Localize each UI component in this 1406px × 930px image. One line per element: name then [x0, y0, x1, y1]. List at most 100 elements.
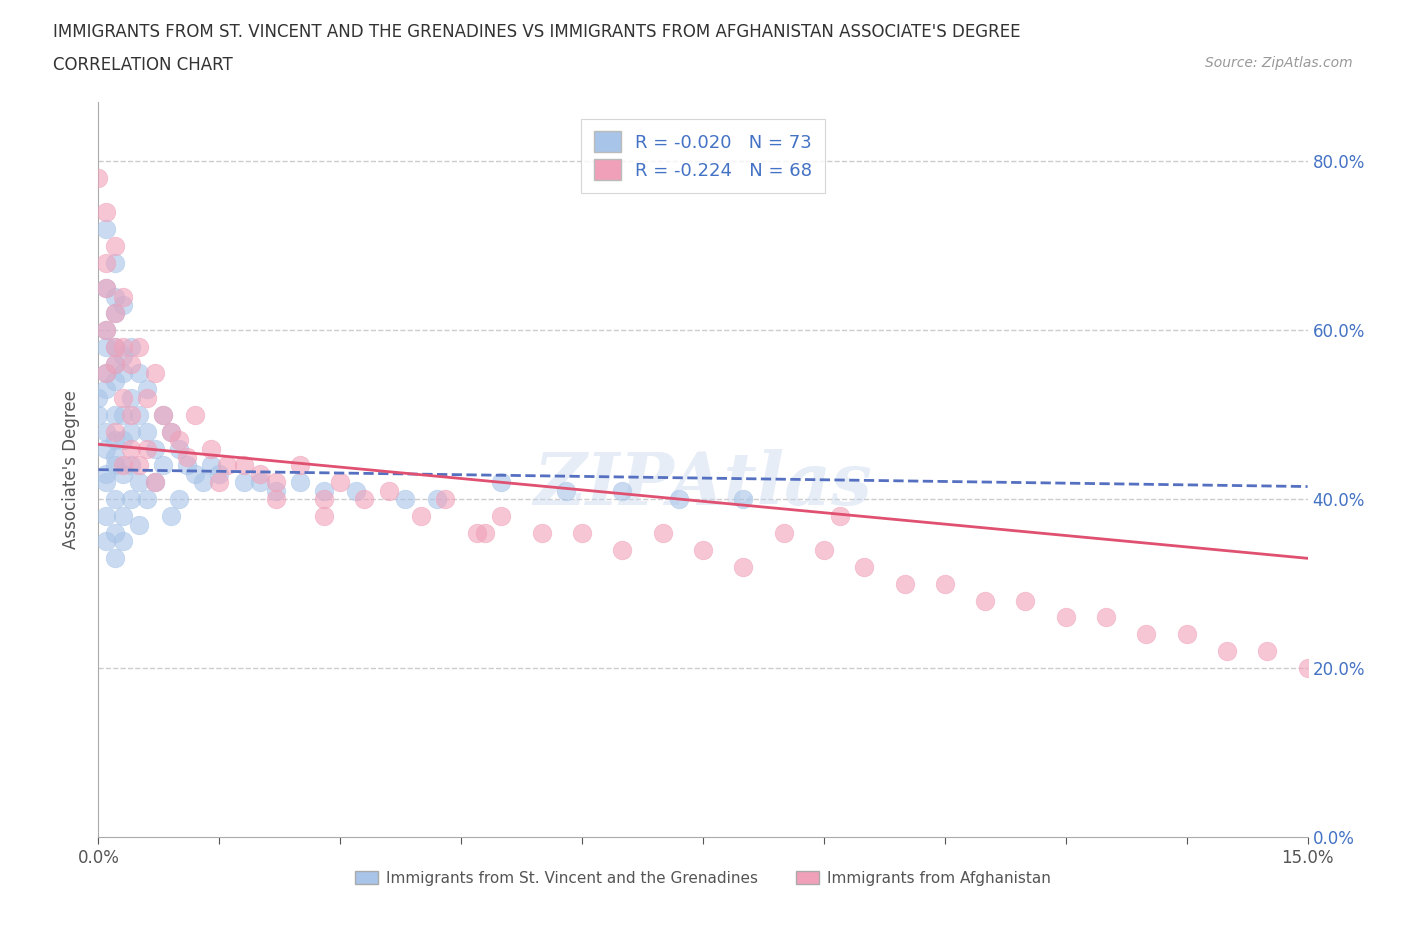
Point [394, 492, 416, 507]
Point [103, 458, 125, 472]
Point [103, 374, 125, 389]
Point [87, 391, 110, 405]
Point [120, 356, 142, 371]
Point [288, 475, 311, 490]
Point [96, 256, 118, 271]
Point [200, 441, 222, 456]
Point [692, 542, 714, 557]
Point [491, 509, 513, 524]
Point [329, 475, 352, 490]
Point [1054, 610, 1077, 625]
Text: IMMIGRANTS FROM ST. VINCENT AND THE GRENADINES VS IMMIGRANTS FROM AFGHANISTAN AS: IMMIGRANTS FROM ST. VINCENT AND THE GREN… [53, 23, 1021, 41]
Point [135, 382, 157, 397]
Point [264, 484, 287, 498]
Point [1175, 627, 1198, 642]
Point [103, 525, 125, 540]
Point [135, 391, 157, 405]
Point [111, 458, 134, 472]
Point [184, 467, 207, 482]
Point [491, 475, 513, 490]
Point [288, 458, 311, 472]
Point [143, 441, 166, 456]
Point [96, 339, 118, 354]
Point [120, 391, 142, 405]
Point [733, 559, 755, 574]
Point [377, 484, 399, 498]
Point [128, 407, 150, 422]
Legend: Immigrants from St. Vincent and the Grenadines, Immigrants from Afghanistan: Immigrants from St. Vincent and the Gren… [349, 865, 1057, 892]
Point [111, 365, 134, 380]
Point [232, 458, 254, 472]
Point [96, 441, 118, 456]
Point [96, 323, 118, 338]
Point [96, 365, 118, 380]
Point [111, 509, 134, 524]
Point [217, 458, 239, 472]
Point [103, 339, 125, 354]
Point [128, 365, 150, 380]
Point [96, 205, 118, 219]
Point [160, 424, 183, 439]
Point [200, 458, 222, 472]
Point [120, 492, 142, 507]
Point [128, 517, 150, 532]
Point [143, 475, 166, 490]
Point [612, 484, 634, 498]
Point [184, 407, 207, 422]
Point [264, 492, 287, 507]
Point [96, 365, 118, 380]
Point [103, 339, 125, 354]
Point [1256, 644, 1278, 658]
Point [103, 289, 125, 304]
Point [249, 475, 271, 490]
Y-axis label: Associate's Degree: Associate's Degree [62, 391, 80, 549]
Point [813, 542, 835, 557]
Point [668, 492, 690, 507]
Point [893, 577, 915, 591]
Point [128, 458, 150, 472]
Point [232, 475, 254, 490]
Point [974, 593, 997, 608]
Point [111, 432, 134, 447]
Point [135, 441, 157, 456]
Point [934, 577, 956, 591]
Point [314, 509, 336, 524]
Point [193, 475, 215, 490]
Point [160, 424, 183, 439]
Point [120, 424, 142, 439]
Point [87, 171, 110, 186]
Point [1296, 660, 1319, 675]
Point [208, 467, 231, 482]
Point [1135, 627, 1157, 642]
Point [176, 458, 198, 472]
Point [103, 238, 125, 253]
Point [103, 449, 125, 464]
Point [103, 306, 125, 321]
Point [143, 475, 166, 490]
Point [103, 306, 125, 321]
Point [143, 365, 166, 380]
Point [426, 492, 449, 507]
Point [264, 475, 287, 490]
Point [96, 467, 118, 482]
Point [772, 525, 794, 540]
Point [103, 432, 125, 447]
Point [96, 509, 118, 524]
Point [409, 509, 432, 524]
Point [120, 339, 142, 354]
Point [96, 382, 118, 397]
Point [828, 509, 851, 524]
Text: ZIPAtlas: ZIPAtlas [534, 449, 872, 520]
Point [853, 559, 876, 574]
Point [353, 492, 375, 507]
Text: CORRELATION CHART: CORRELATION CHART [53, 56, 233, 73]
Point [111, 467, 134, 482]
Point [96, 221, 118, 236]
Point [103, 551, 125, 565]
Point [314, 484, 336, 498]
Point [167, 492, 190, 507]
Point [465, 525, 488, 540]
Point [474, 525, 496, 540]
Point [1014, 593, 1036, 608]
Point [111, 534, 134, 549]
